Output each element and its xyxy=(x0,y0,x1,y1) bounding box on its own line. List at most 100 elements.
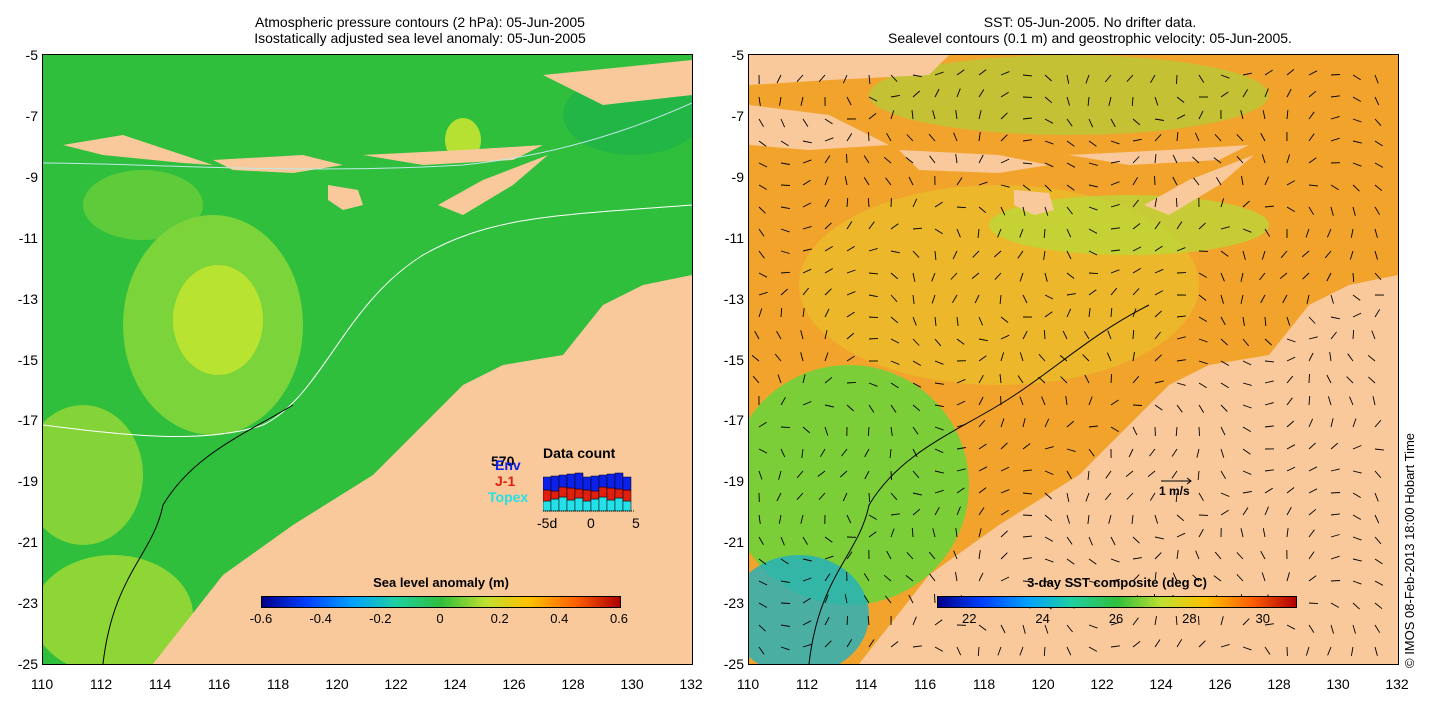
velocity-vector xyxy=(1330,513,1340,516)
velocity-vector xyxy=(780,602,791,604)
velocity-vector xyxy=(1260,294,1266,304)
velocity-vector xyxy=(890,250,900,254)
velocity-vector xyxy=(1286,154,1291,164)
velocity-vector xyxy=(1132,557,1142,560)
velocity-vector xyxy=(890,223,899,230)
velocity-vector xyxy=(1132,199,1139,208)
velocity-vector xyxy=(1110,373,1113,384)
velocity-vector xyxy=(780,288,789,296)
velocity-vector xyxy=(1110,578,1120,582)
left-x-tick: 120 xyxy=(325,676,349,692)
velocity-vector xyxy=(1022,162,1033,165)
velocity-vector xyxy=(846,404,855,412)
velocity-vector xyxy=(1066,74,1070,84)
velocity-vector xyxy=(1066,448,1076,453)
velocity-vector xyxy=(824,268,834,274)
velocity-vector xyxy=(1352,329,1355,340)
velocity-vector xyxy=(1126,74,1134,82)
right-y-tick: -15 xyxy=(723,351,744,368)
left-y-tick: -9 xyxy=(25,168,38,185)
velocity-vector xyxy=(758,624,766,632)
velocity-vector xyxy=(1154,380,1164,384)
velocity-vector xyxy=(890,272,899,280)
velocity-vector xyxy=(1044,536,1054,542)
velocity-vector xyxy=(1085,492,1090,502)
velocity-vector xyxy=(758,514,761,524)
inset-bar xyxy=(622,500,632,512)
right-title-line2: Sealevel contours (0.1 m) and geostrophi… xyxy=(888,30,1292,46)
velocity-vector xyxy=(1261,572,1266,582)
velocity-vector xyxy=(1088,308,1091,318)
velocity-vector xyxy=(928,551,936,560)
velocity-vector xyxy=(1236,155,1244,164)
velocity-vector xyxy=(824,555,834,560)
velocity-vector xyxy=(978,624,987,631)
left-x-tick: 112 xyxy=(89,676,113,692)
velocity-vector xyxy=(780,448,786,458)
velocity-vector xyxy=(1110,140,1120,145)
sla-colorbar-tick: 0.2 xyxy=(490,611,509,626)
australia-land xyxy=(859,275,1398,664)
velocity-vector xyxy=(1044,624,1049,634)
velocity-vector xyxy=(824,616,830,626)
velocity-vector xyxy=(1154,514,1159,524)
velocity-vector xyxy=(934,470,944,474)
velocity-vector xyxy=(1302,272,1310,280)
anomaly-south-region xyxy=(43,555,193,664)
velocity-vector xyxy=(780,624,790,627)
right-y-tick: -11 xyxy=(724,229,744,246)
sst-cool-region xyxy=(749,365,969,605)
right-x-tick: 120 xyxy=(1031,676,1055,692)
inset-bar xyxy=(558,486,568,498)
velocity-vector xyxy=(906,552,914,560)
velocity-vector xyxy=(1154,290,1164,296)
velocity-vector xyxy=(802,140,812,144)
velocity-vector xyxy=(956,646,962,656)
velocity-vector xyxy=(1066,624,1073,633)
velocity-vector xyxy=(911,110,914,120)
velocity-vector xyxy=(1022,330,1028,340)
velocity-vector xyxy=(824,640,832,648)
velocity-vector xyxy=(780,558,789,565)
velocity-vector xyxy=(774,353,782,362)
velocity-vector xyxy=(1264,469,1274,472)
velocity-vector xyxy=(1154,404,1163,411)
velocity-vector xyxy=(1088,536,1093,546)
velocity-vector xyxy=(1264,360,1275,363)
velocity-vector xyxy=(1330,492,1341,494)
velocity-vector xyxy=(1066,293,1076,296)
velocity-vector xyxy=(1220,492,1230,497)
velocity-vector xyxy=(846,291,856,296)
velocity-vector xyxy=(1308,70,1318,76)
velocity-vector xyxy=(956,506,961,516)
velocity-vector xyxy=(867,197,870,208)
velocity-vector xyxy=(934,228,943,235)
velocity-vector xyxy=(1132,617,1139,626)
velocity-vector xyxy=(868,639,875,648)
velocity-vector xyxy=(955,154,958,164)
velocity-vector xyxy=(912,616,917,626)
velocity-vector xyxy=(931,272,936,282)
velocity-vector xyxy=(1196,448,1200,458)
velocity-vector xyxy=(978,396,984,406)
inset-bar xyxy=(550,498,560,512)
velocity-vector xyxy=(758,140,767,147)
velocity-vector xyxy=(1125,470,1134,478)
right-x-tick: 114 xyxy=(854,676,878,692)
velocity-vector xyxy=(1329,352,1332,362)
sea-level-map-graphic xyxy=(43,55,692,664)
velocity-vector xyxy=(1198,74,1205,83)
velocity-vector xyxy=(1327,396,1332,406)
velocity-vector xyxy=(1308,395,1311,406)
velocity-vector xyxy=(824,573,831,582)
velocity-vector xyxy=(1198,382,1207,389)
velocity-vector xyxy=(993,250,1002,258)
sea-level-anomaly-map: 570 Data count Env J-1 Topex -5d 0 5 Sea… xyxy=(42,54,693,665)
velocity-vector xyxy=(953,550,958,560)
velocity-vector xyxy=(978,154,984,164)
right-x-tick: 132 xyxy=(1385,676,1409,692)
pressure-contour xyxy=(43,102,692,170)
velocity-vector xyxy=(911,527,914,538)
velocity-vector xyxy=(1301,250,1310,258)
velocity-vector xyxy=(1154,134,1162,142)
